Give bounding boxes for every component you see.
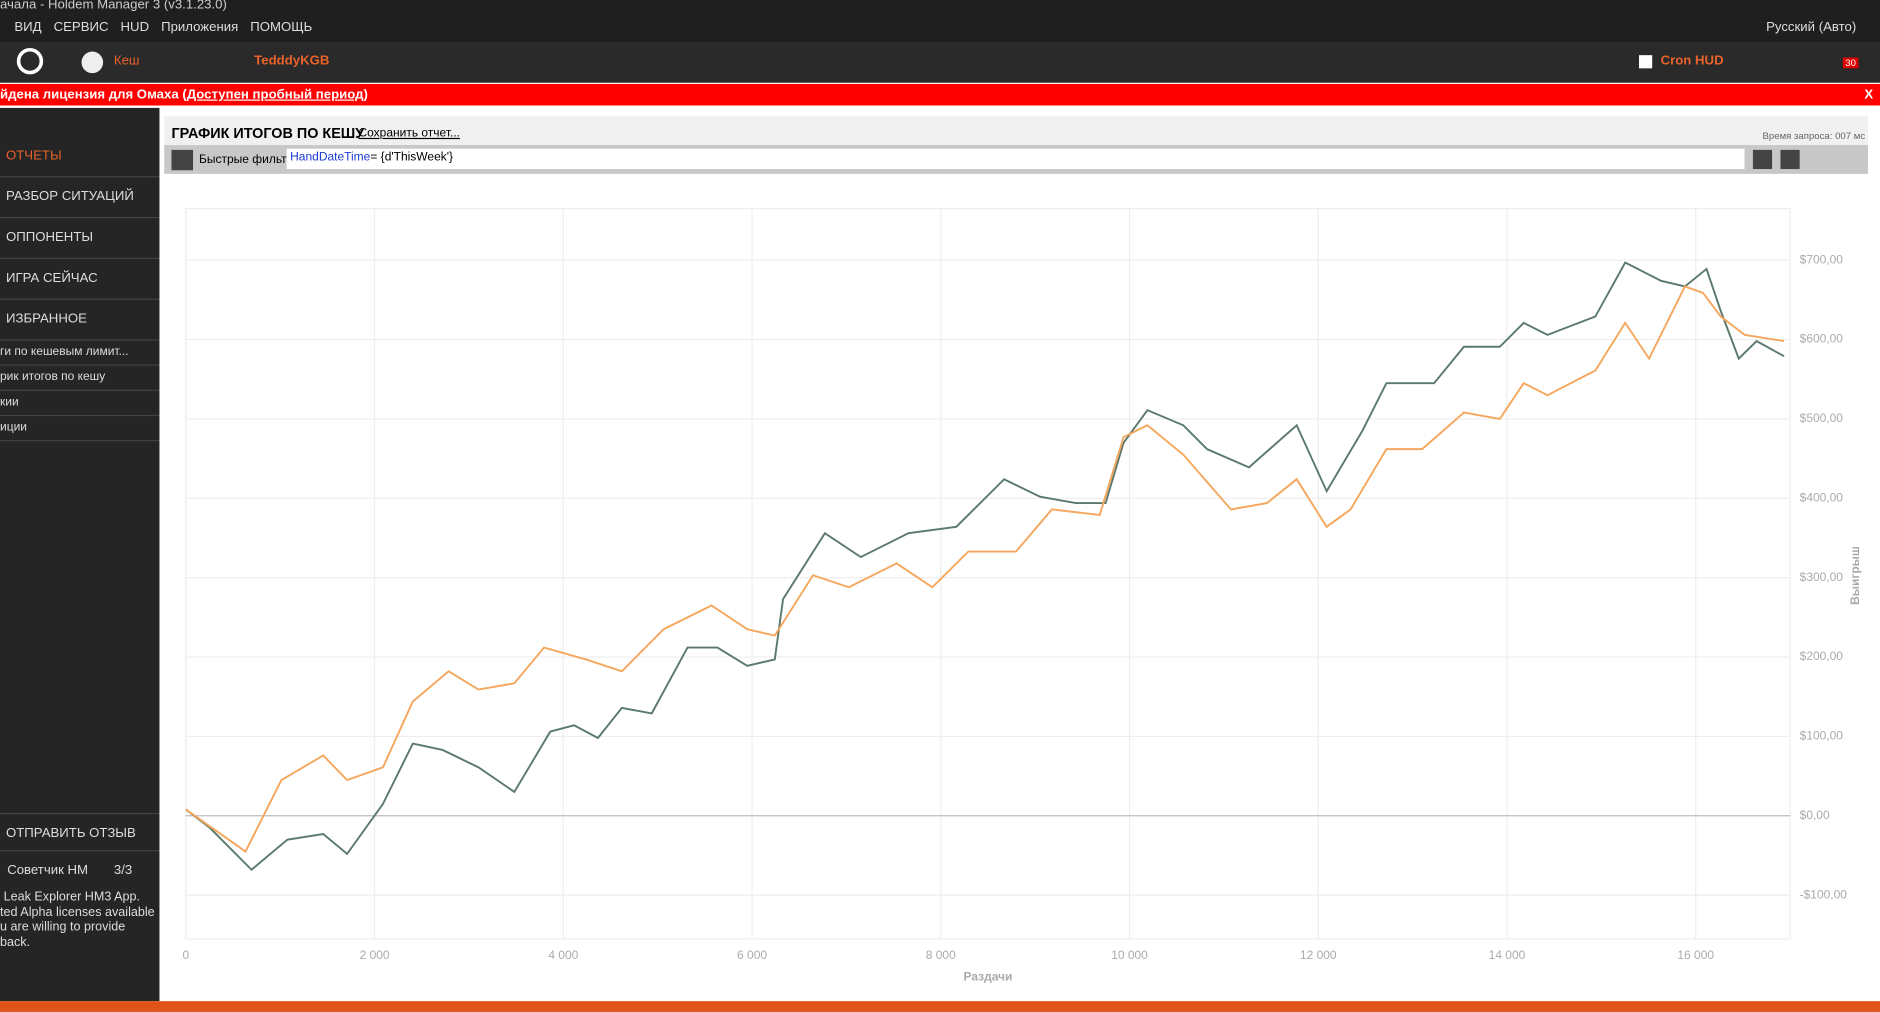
window-title: ачала - Holdem Manager 3 (v3.1.23.0)	[0, 0, 227, 12]
nav-item[interactable]: РАЗБОР СИТУАЦИЙ	[0, 177, 160, 219]
filter-expr: = {d'ThisWeek'}	[370, 151, 454, 165]
player[interactable]: TedddyKGB	[254, 53, 330, 69]
series-line	[185, 285, 1785, 853]
hud[interactable]: Cron HUD	[1660, 53, 1724, 69]
status-bar	[0, 1001, 1880, 1012]
banner-link[interactable]: Доступен пробный период	[186, 87, 364, 102]
y-axis-label: Выигрыш	[1848, 546, 1862, 605]
y-tick-label: $0,00	[1800, 808, 1830, 822]
sidebar	[0, 107, 160, 1002]
chips-icon	[81, 51, 104, 74]
close[interactable]: X	[1864, 87, 1874, 102]
badge: 30	[1842, 57, 1859, 69]
advisor-page[interactable]: 3/3	[113, 863, 133, 878]
nav-subitem[interactable]: иции	[0, 416, 160, 442]
nav-item[interactable]: ИГРА СЕЙЧАС	[0, 259, 160, 300]
x-tick-label: 2 000	[360, 948, 390, 962]
x-tick-label: 8 000	[926, 948, 956, 962]
nav-subitem[interactable]: рик итогов по кешу	[0, 366, 160, 391]
nav-item[interactable]: ОТЧЕТЫ	[0, 137, 160, 178]
x-tick-label: 10 000	[1111, 948, 1148, 962]
query-time: Время запроса: 007 мс	[1762, 130, 1866, 142]
banner-text: йдена лицензия для Омаха (Доступен пробн…	[0, 88, 368, 102]
menu-item[interactable]: ПОМОЩЬ	[250, 20, 313, 35]
menu-item[interactable]: Приложения	[161, 20, 239, 35]
tip-line: u are willing to provide	[0, 919, 126, 935]
y-tick-label: $200,00	[1800, 649, 1844, 663]
menu-item[interactable]: ВИД	[14, 20, 42, 35]
y-tick-label: $100,00	[1800, 729, 1844, 743]
feedback[interactable]: ОТПРАВИТЬ ОТЗЫВ	[0, 812, 160, 852]
y-tick-label: $700,00	[1800, 252, 1844, 266]
x-tick-label: 0	[183, 948, 190, 962]
plot-area	[185, 208, 1791, 940]
x-tick-label: 16 000	[1677, 948, 1714, 962]
clear-filter[interactable]	[1780, 149, 1800, 170]
advisor: Советчик HM	[7, 863, 89, 878]
nav-item[interactable]: ОППОНЕНТЫ	[0, 218, 160, 259]
filter-field: HandDateTime	[290, 151, 371, 165]
y-tick-label: $300,00	[1800, 570, 1844, 584]
series-line	[185, 261, 1785, 872]
x-tick-label: 6 000	[737, 948, 767, 962]
x-axis-label: Раздачи	[964, 969, 1013, 983]
nav-item[interactable]: ИЗБРАННОЕ	[0, 300, 160, 341]
menu-item[interactable]: СЕРВИС	[53, 20, 109, 35]
cash[interactable]: Кеш	[113, 53, 140, 69]
y-tick-label: $600,00	[1800, 332, 1844, 346]
report-title: ГРАФИК ИТОГОВ ПО КЕШУ	[171, 124, 365, 142]
tip-line: back.	[0, 934, 31, 949]
filter-label: Быстрые фильт	[199, 153, 287, 167]
save-filter[interactable]	[1752, 149, 1773, 170]
language[interactable]: Русский (Авто)	[1766, 20, 1857, 35]
y-tick-label: -$100,00	[1800, 887, 1848, 901]
x-tick-label: 14 000	[1489, 948, 1526, 962]
checkbox[interactable]	[1639, 55, 1653, 69]
x-tick-label: 4 000	[548, 948, 578, 962]
y-tick-label: $500,00	[1800, 411, 1844, 425]
banner-end: )	[363, 87, 368, 102]
menu: ВИД СЕРВИС HUD Приложения ПОМОЩЬ	[14, 20, 312, 34]
toolbar	[0, 41, 1880, 83]
nav-subitem[interactable]: кии	[0, 391, 160, 417]
tip-line: ted Alpha licenses available	[0, 904, 155, 920]
save-report[interactable]: Сохранить отчет...	[358, 127, 460, 141]
x-tick-label: 12 000	[1300, 948, 1337, 962]
refresh-icon[interactable]	[16, 47, 44, 75]
nav-subitem[interactable]: ги по кешевым лимит...	[0, 341, 160, 366]
filter-input[interactable]: HandDateTime= {d'ThisWeek'}	[286, 148, 1745, 170]
y-tick-label: $400,00	[1800, 490, 1844, 504]
tip: Leak Explorer HM3 App. ted Alpha licenses…	[0, 890, 155, 950]
filter-icon[interactable]	[171, 149, 194, 171]
banner	[0, 83, 1880, 106]
menu-item[interactable]: HUD	[120, 20, 150, 35]
sidebar-menu: ОТЧЕТЫ РАЗБОР СИТУАЦИЙ ОППОНЕНТЫ ИГРА СЕЙЧА…	[0, 137, 160, 442]
chart: 0 2 000 4 000 6 000 8 000 10 000 12 000 14 000 1…	[183, 208, 1862, 983]
tip-line: Leak Explorer HM3 App.	[3, 889, 141, 905]
banner-msg: йдена лицензия для Омаха (	[0, 87, 187, 102]
